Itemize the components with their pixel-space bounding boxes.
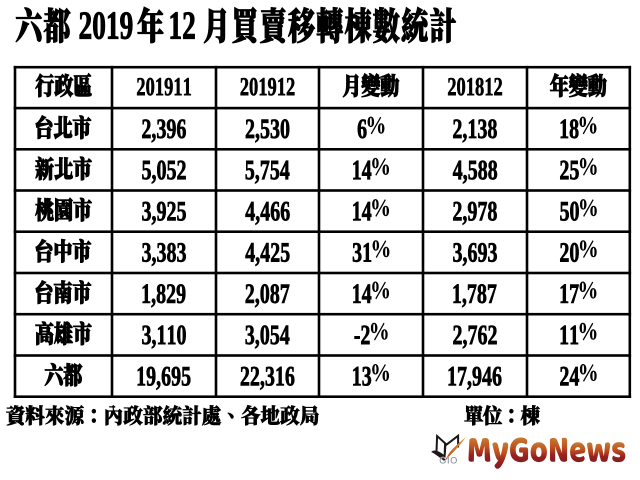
svg-text:GIO: GIO: [439, 455, 458, 465]
